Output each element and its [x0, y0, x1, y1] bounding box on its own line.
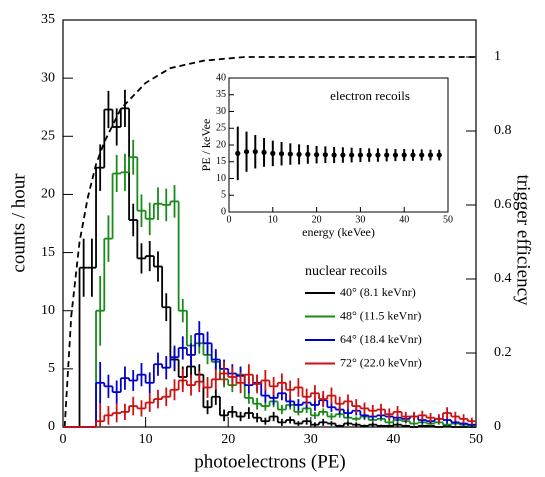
inset-point — [410, 152, 416, 158]
inset-point — [261, 149, 267, 155]
inset-x-tick-label: 0 — [227, 214, 232, 225]
y2-tick-label: 0 — [494, 419, 501, 434]
y2-axis-label: trigger efficiency — [513, 175, 534, 306]
inset-point — [384, 152, 390, 158]
inset-point — [296, 151, 302, 157]
legend-label: 40° (8.1 keVnr) — [340, 285, 416, 299]
legend-label: 48° (11.5 keVnr) — [340, 308, 421, 322]
inset-x-tick-label: 20 — [312, 214, 322, 225]
inset-x-tick-label: 40 — [399, 214, 409, 225]
inset-y-tick-label: 30 — [216, 106, 226, 117]
inset-point — [243, 149, 250, 155]
inset-y-tick-label: 5 — [221, 190, 226, 201]
y2-tick-label: 0.2 — [494, 345, 512, 360]
y-tick-label: 0 — [48, 419, 55, 434]
inset-frame — [228, 77, 449, 213]
inset-y-tick-label: 15 — [216, 156, 226, 167]
x-axis-label: photoelectrons (PE) — [194, 451, 345, 472]
legend-label: 72° (22.0 keVnr) — [340, 355, 422, 369]
inset-point — [314, 152, 320, 158]
y2-tick-label: 0.4 — [494, 271, 512, 286]
y-axis-label: counts / hour — [8, 173, 29, 273]
x-tick-label: 10 — [139, 432, 153, 447]
y-tick-label: 25 — [41, 129, 55, 144]
inset-point — [270, 150, 276, 156]
plot-frame — [62, 19, 477, 428]
inset-point — [235, 150, 241, 156]
y-tick-label: 10 — [41, 303, 55, 318]
inset-y-tick-label: 40 — [216, 72, 226, 83]
y-tick-label: 35 — [41, 12, 55, 27]
inset-point — [427, 152, 434, 158]
y-tick-label: 20 — [41, 187, 55, 202]
inset-x-tick-label: 50 — [443, 214, 453, 225]
inset-x-label: energy (keVee) — [302, 225, 375, 239]
inset-point — [278, 151, 285, 157]
inset-y-tick-label: 25 — [216, 123, 226, 134]
inset-point — [252, 149, 258, 155]
inset-point — [357, 152, 363, 158]
inset-y-label: PE / keVee — [199, 119, 213, 172]
inset-title: electron recoils — [330, 88, 410, 103]
inset-x-tick-label: 30 — [355, 214, 365, 225]
efficiency-curve — [63, 56, 476, 428]
y-tick-label: 15 — [41, 245, 55, 260]
inset-point — [419, 152, 425, 158]
y2-tick-label: 0.8 — [494, 123, 512, 138]
x-tick-label: 20 — [221, 432, 235, 447]
y-tick-label: 5 — [48, 361, 55, 376]
y2-tick-label: 1 — [494, 49, 501, 64]
y2-tick-label: 0.6 — [494, 197, 512, 212]
x-tick-label: 0 — [60, 432, 67, 447]
inset-point — [436, 152, 442, 158]
inset-point — [322, 152, 328, 158]
inset-point — [366, 152, 372, 158]
inset-y-tick-label: 10 — [216, 173, 226, 184]
inset-point — [305, 151, 311, 157]
inset-y-tick-label: 0 — [221, 206, 226, 217]
inset-x-tick-label: 10 — [268, 214, 278, 225]
inset-point — [340, 152, 346, 158]
inset-point — [349, 152, 355, 158]
inset-y-tick-label: 35 — [216, 89, 226, 100]
inset-point — [331, 152, 337, 158]
inset-point — [392, 152, 399, 158]
x-tick-label: 40 — [386, 432, 400, 447]
inset-y-tick-label: 20 — [216, 139, 226, 150]
x-tick-label: 30 — [304, 432, 318, 447]
inset-point — [287, 151, 293, 157]
x-tick-label: 50 — [469, 432, 483, 447]
legend-title: nuclear recoils — [305, 264, 387, 279]
inset-point — [375, 152, 381, 158]
inset-point — [401, 152, 407, 158]
legend-label: 64° (18.4 keVnr) — [340, 332, 422, 346]
y-tick-label: 30 — [41, 70, 55, 85]
